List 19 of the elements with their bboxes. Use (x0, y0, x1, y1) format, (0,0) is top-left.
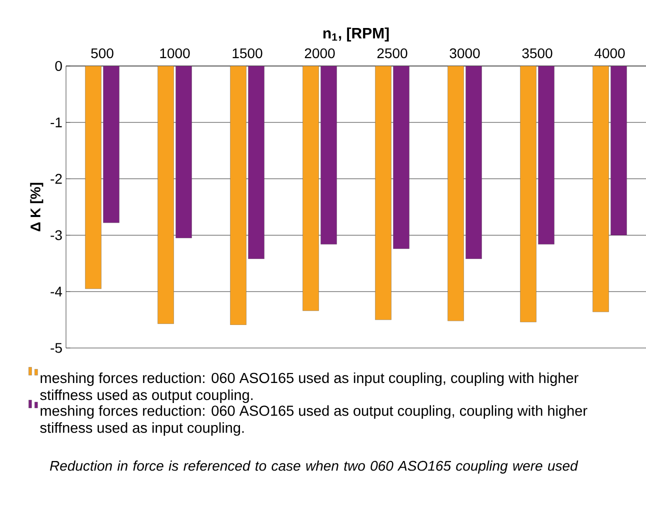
y-tick-label: -4 (50, 286, 62, 296)
text: Reduction in force is referenced to case when two 060 ASO165 coupling were used (50, 460, 578, 474)
x-tick-label: 500 (91, 48, 114, 58)
x-tick-label: 1500 (232, 48, 262, 58)
y-tick-label: -3 (50, 230, 62, 240)
legend-label: meshing forces reduction: 060 ASO165 used as input coupling, coupling with higher stiffness used as output coupling. (40, 372, 578, 403)
y-axis-title: Δ K [%] (30, 182, 44, 232)
legend-label: meshing forces reduction: 060 ASO165 used as output coupling, coupling with higher stiffness used as input coupling. (40, 405, 588, 436)
x-axis-title: n$_{1}$, [RPM] (323, 27, 389, 42)
x-tick-label: 4000 (594, 48, 625, 58)
y-tick-label: -5 (50, 343, 62, 353)
x-tick-label: 1000 (160, 48, 190, 58)
x-tick-label: 2500 (377, 48, 408, 58)
x-tick-label: 2000 (304, 48, 335, 58)
y-tick-label: 0 (55, 61, 62, 71)
y-tick-label: -1 (50, 118, 62, 128)
x-tick-label: 3000 (450, 48, 480, 58)
x-tick-label: 3500 (522, 48, 552, 58)
y-tick-label: -2 (50, 174, 62, 184)
